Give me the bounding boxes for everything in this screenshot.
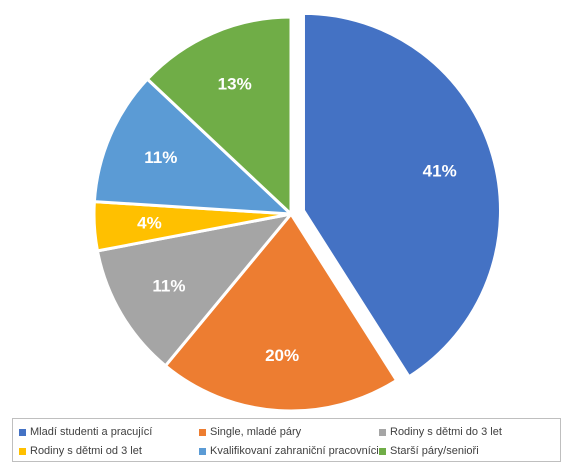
legend-item-qualified-foreign-workers: Kvalifikovaní zahraniční pracovníci (199, 445, 379, 457)
legend-label-young-students-workers: Mladí studenti a pracující (30, 426, 153, 438)
slice-qualified-foreign-workers-label: 11% (144, 148, 177, 167)
legend-label-qualified-foreign-workers: Kvalifikovaní zahraniční pracovníci (210, 445, 379, 457)
slice-qualified-foreign-workers (92, 77, 293, 216)
slice-families-over-3-label: 4% (137, 213, 162, 232)
slice-families-under-3 (95, 212, 293, 368)
legend-label-families-over-3: Rodiny s dětmi od 3 let (30, 445, 142, 457)
legend-item-families-over-3: Rodiny s dětmi od 3 let (19, 445, 142, 457)
slice-young-students-workers (301, 11, 502, 379)
pie-chart-plot: 41% 20% 11% 4% 11% 13% (92, 11, 502, 413)
legend-swatch-families-over-3 (19, 447, 26, 455)
legend-item-older-couples-seniors: Starší páry/senioři (379, 445, 479, 457)
legend-swatch-young-students-workers (19, 428, 26, 436)
legend-swatch-qualified-foreign-workers (199, 447, 206, 455)
slice-older-couples-seniors-label: 13% (218, 74, 252, 93)
legend-item-single-young-couples: Single, mladé páry (199, 426, 301, 438)
legend-swatch-older-couples-seniors (379, 447, 386, 455)
legend-swatch-families-under-3 (379, 428, 386, 436)
legend-swatch-single-young-couples (199, 428, 206, 436)
legend-label-older-couples-seniors: Starší páry/senioři (390, 445, 479, 457)
slice-older-couples-seniors (145, 15, 293, 216)
legend-item-families-under-3: Rodiny s dětmi do 3 let (379, 426, 502, 438)
legend: Mladí studenti a pracující Single, mladé… (12, 418, 561, 462)
slice-families-under-3-label: 11% (152, 277, 185, 296)
slice-young-students-workers-label: 41% (423, 161, 457, 180)
legend-item-young-students-workers: Mladí studenti a pracující (19, 426, 152, 438)
legend-label-single-young-couples: Single, mladé páry (210, 426, 302, 438)
slice-single-young-couples (163, 212, 399, 413)
legend-label-families-under-3: Rodiny s dětmi do 3 let (390, 426, 502, 438)
slice-single-young-couples-label: 20% (265, 346, 299, 365)
